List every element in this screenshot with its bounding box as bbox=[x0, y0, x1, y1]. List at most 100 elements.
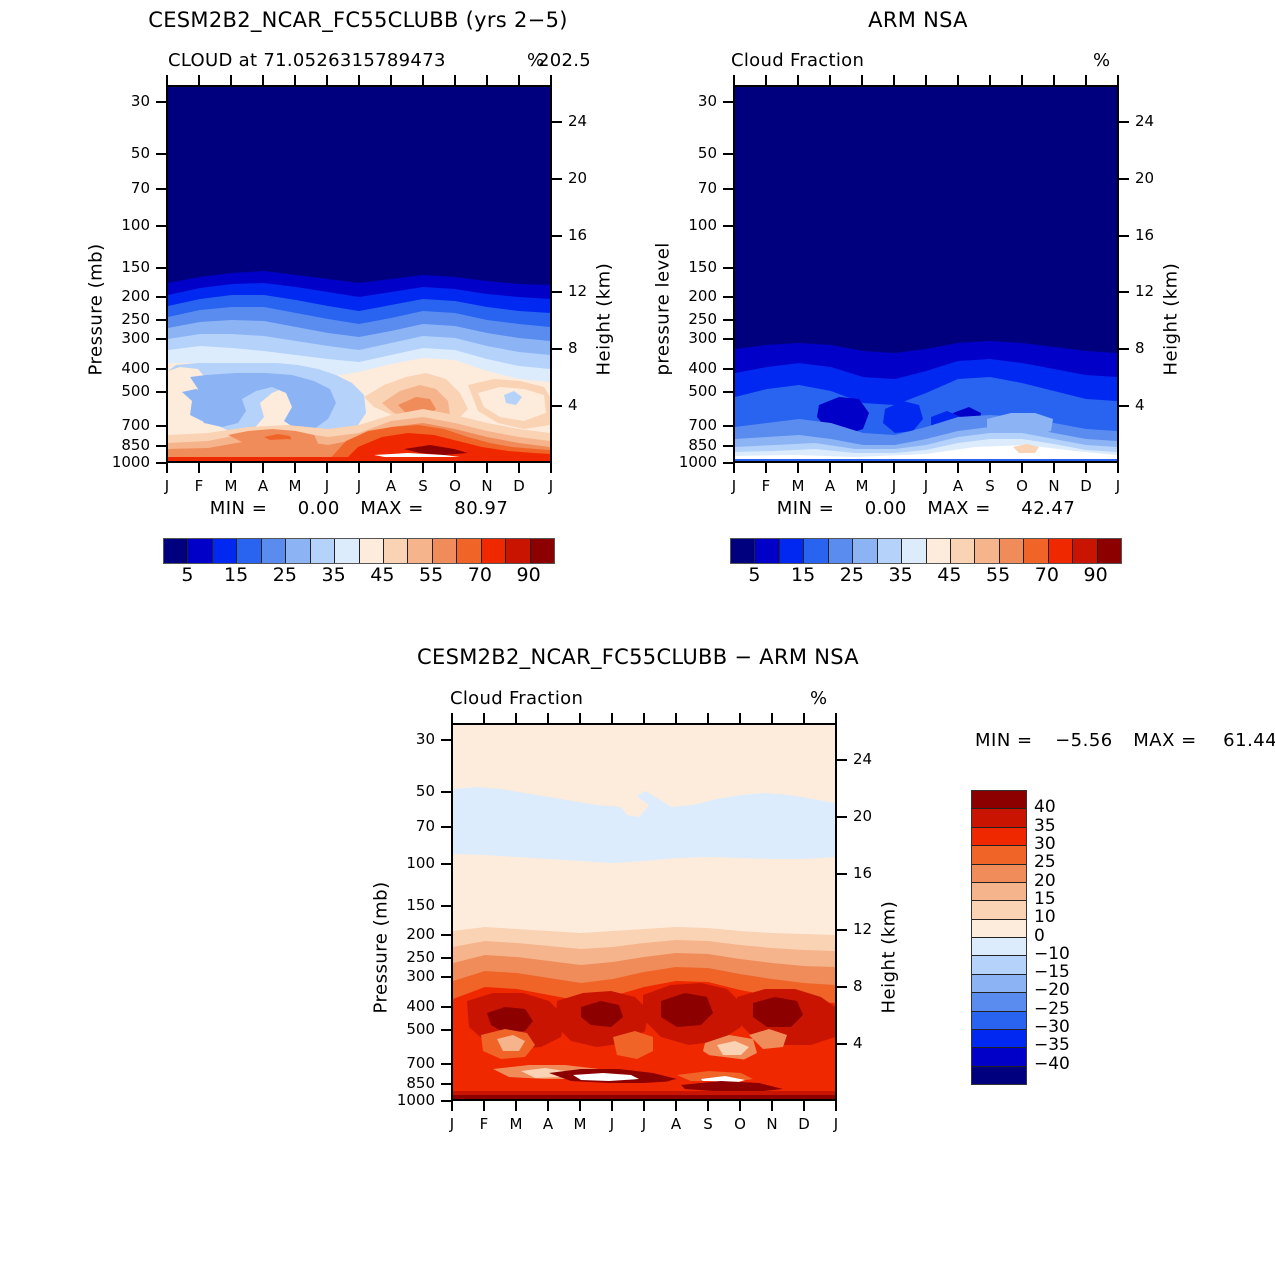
colorbar-cell bbox=[1097, 539, 1121, 563]
diff-panel-subtitle: Cloud Fraction bbox=[450, 688, 584, 709]
model-min-label: MIN = bbox=[209, 498, 268, 519]
colorbar-tick-label: 15 bbox=[1034, 888, 1056, 909]
obs-min-label: MIN = bbox=[776, 498, 835, 519]
colorbar-tick-label: 90 bbox=[1083, 564, 1108, 586]
obs-colorbar[interactable] bbox=[730, 538, 1122, 564]
colorbar-cell bbox=[853, 539, 878, 563]
colorbar-tick-label: 45 bbox=[370, 564, 395, 586]
colorbar-cell bbox=[286, 539, 311, 563]
colorbar-cell bbox=[383, 539, 409, 563]
model-colorbar[interactable] bbox=[163, 538, 555, 564]
colorbar-cell bbox=[877, 539, 903, 563]
diff-contour-plot[interactable] bbox=[451, 723, 837, 1101]
model-panel-subtitle: CLOUD at 71.0526315789473 bbox=[168, 50, 446, 71]
colorbar-cell bbox=[972, 993, 1026, 1012]
colorbar-tick-label: −20 bbox=[1034, 980, 1070, 1001]
colorbar-cell bbox=[731, 539, 756, 563]
obs-minmax: MIN = 0.00 MAX = 42.47 bbox=[733, 498, 1119, 519]
diff-contour-svg bbox=[453, 725, 835, 1099]
diff-minmax: MIN = −5.56 MAX = 61.44 bbox=[975, 730, 1275, 751]
colorbar-tick-label: 5 bbox=[748, 564, 761, 586]
colorbar-tick-label: −35 bbox=[1034, 1035, 1070, 1056]
colorbar-tick-label: 70 bbox=[1034, 564, 1059, 586]
obs-min-value: 0.00 bbox=[864, 498, 907, 519]
colorbar-tick-label: 45 bbox=[937, 564, 962, 586]
colorbar-cell bbox=[972, 956, 1026, 975]
colorbar-cell bbox=[972, 809, 1026, 828]
colorbar-cell bbox=[902, 539, 927, 563]
colorbar-cell bbox=[457, 539, 482, 563]
obs-max-value: 42.47 bbox=[1021, 498, 1076, 519]
colorbar-tick-label: −40 bbox=[1034, 1053, 1070, 1074]
colorbar-cell bbox=[926, 539, 951, 563]
colorbar-tick-label: −15 bbox=[1034, 962, 1070, 983]
colorbar-cell bbox=[972, 974, 1026, 994]
colorbar-cell bbox=[237, 539, 262, 563]
colorbar-cell bbox=[335, 539, 360, 563]
model-max-label: MAX = bbox=[360, 498, 424, 519]
colorbar-tick-label: 15 bbox=[224, 564, 249, 586]
model-panel-units: % bbox=[527, 50, 545, 71]
colorbar-cell bbox=[972, 901, 1026, 920]
obs-max-label: MAX = bbox=[927, 498, 991, 519]
model-max-value: 80.97 bbox=[454, 498, 509, 519]
colorbar-cell bbox=[972, 919, 1026, 938]
colorbar-cell bbox=[972, 791, 1026, 810]
colorbar-tick-label: 90 bbox=[516, 564, 541, 586]
colorbar-cell bbox=[188, 539, 213, 563]
colorbar-cell bbox=[481, 539, 507, 563]
colorbar-cell bbox=[212, 539, 238, 563]
colorbar-cell bbox=[1024, 539, 1049, 563]
colorbar-cell bbox=[972, 864, 1026, 883]
colorbar-cell bbox=[261, 539, 287, 563]
colorbar-tick-label: 20 bbox=[1034, 870, 1056, 891]
colorbar-cell bbox=[1073, 539, 1098, 563]
colorbar-cell bbox=[972, 938, 1026, 957]
colorbar-tick-label: 10 bbox=[1034, 907, 1056, 928]
colorbar-tick-label: 70 bbox=[467, 564, 492, 586]
colorbar-cell bbox=[359, 539, 384, 563]
colorbar-tick-label: 5 bbox=[181, 564, 194, 586]
diff-max-label: MAX = bbox=[1133, 730, 1197, 751]
diff-panel-units: % bbox=[810, 688, 828, 709]
colorbar-tick-label: −30 bbox=[1034, 1017, 1070, 1038]
colorbar-cell bbox=[506, 539, 531, 563]
colorbar-cell bbox=[804, 539, 829, 563]
colorbar-cell bbox=[972, 846, 1026, 865]
colorbar-tick-label: 35 bbox=[321, 564, 346, 586]
colorbar-cell bbox=[828, 539, 854, 563]
diff-min-value: −5.56 bbox=[1055, 730, 1113, 751]
colorbar-tick-label: 25 bbox=[839, 564, 864, 586]
colorbar-tick-label: 25 bbox=[1034, 852, 1056, 873]
colorbar-cell bbox=[779, 539, 805, 563]
obs-panel-units: % bbox=[1093, 50, 1111, 71]
colorbar-cell bbox=[432, 539, 458, 563]
colorbar-tick-label: −25 bbox=[1034, 998, 1070, 1019]
diff-colorbar[interactable] bbox=[971, 790, 1027, 1085]
colorbar-cell bbox=[972, 827, 1026, 847]
colorbar-cell bbox=[1048, 539, 1074, 563]
colorbar-tick-label: 55 bbox=[986, 564, 1011, 586]
colorbar-tick-label: 40 bbox=[1034, 797, 1056, 818]
obs-panel-subtitle: Cloud Fraction bbox=[731, 50, 865, 71]
colorbar-cell bbox=[972, 882, 1026, 902]
colorbar-tick-label: 25 bbox=[272, 564, 297, 586]
colorbar-cell bbox=[972, 1048, 1026, 1067]
colorbar-cell bbox=[972, 1029, 1026, 1049]
colorbar-tick-label: 15 bbox=[791, 564, 816, 586]
diff-max-value: 61.44 bbox=[1223, 730, 1275, 751]
model-contour-plot[interactable] bbox=[166, 85, 552, 463]
colorbar-cell bbox=[408, 539, 433, 563]
colorbar-cell bbox=[164, 539, 189, 563]
colorbar-cell bbox=[999, 539, 1025, 563]
colorbar-cell bbox=[972, 1066, 1026, 1084]
colorbar-tick-label: 0 bbox=[1034, 925, 1045, 946]
obs-contour-plot[interactable] bbox=[733, 85, 1119, 463]
colorbar-tick-label: −10 bbox=[1034, 943, 1070, 964]
obs-panel-title: ARM NSA bbox=[868, 8, 968, 32]
model-panel-title: CESM2B2_NCAR_FC55CLUBB (yrs 2−5) bbox=[148, 8, 568, 32]
model-min-value: 0.00 bbox=[297, 498, 340, 519]
